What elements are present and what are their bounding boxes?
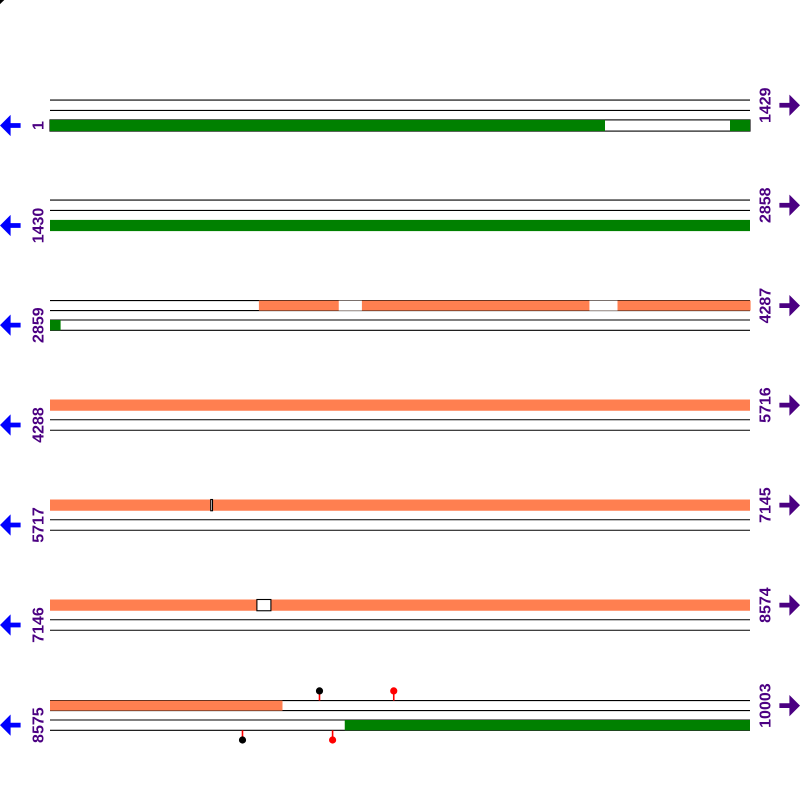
svg-text:1429: 1429 bbox=[758, 87, 775, 123]
svg-text:10003: 10003 bbox=[758, 683, 775, 728]
svg-text:1: 1 bbox=[31, 121, 48, 130]
svg-text:7145: 7145 bbox=[758, 487, 775, 523]
svg-text:4287: 4287 bbox=[758, 288, 775, 324]
svg-text:1430: 1430 bbox=[31, 208, 48, 244]
svg-text:8575: 8575 bbox=[31, 707, 48, 743]
svg-text:5716: 5716 bbox=[758, 387, 775, 423]
svg-text:7146: 7146 bbox=[31, 607, 48, 643]
svg-text:2858: 2858 bbox=[758, 187, 775, 223]
svg-text:2859: 2859 bbox=[31, 307, 48, 343]
svg-text:8574: 8574 bbox=[758, 587, 775, 623]
svg-text:4288: 4288 bbox=[31, 407, 48, 443]
svg-text:5717: 5717 bbox=[31, 507, 48, 543]
